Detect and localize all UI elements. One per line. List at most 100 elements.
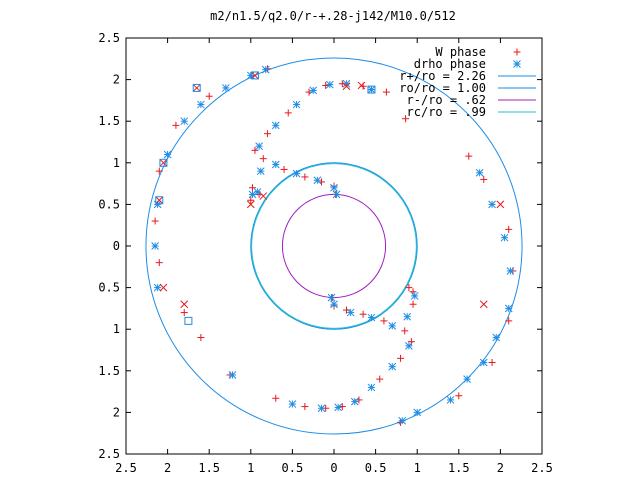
- data-point: [322, 81, 330, 89]
- data-point: [271, 121, 280, 130]
- data-point: [246, 200, 255, 209]
- data-point: [256, 167, 265, 175]
- data-point: [388, 322, 397, 330]
- x-tick-label: 2: [497, 461, 504, 475]
- data-point: [504, 304, 513, 313]
- data-point: [247, 196, 255, 204]
- radius-circle-2: [281, 193, 387, 299]
- data-point: [192, 84, 201, 92]
- data-point: [292, 169, 301, 178]
- data-point: [334, 403, 343, 412]
- data-point: [332, 190, 341, 199]
- legend-label: r+/ro = 2.26: [399, 69, 486, 83]
- data-point: [250, 71, 259, 80]
- legend-marker: [513, 48, 521, 56]
- data-point: [197, 334, 205, 342]
- data-point: [409, 300, 417, 308]
- legend-label: rc/ro = .99: [407, 105, 486, 119]
- y-tick-label: 2.5: [98, 31, 120, 45]
- series-2: [155, 71, 505, 309]
- data-point: [205, 92, 213, 100]
- y-tick-label: 2.5: [98, 447, 120, 461]
- data-point: [221, 84, 230, 92]
- data-point: [151, 242, 159, 250]
- data-point: [313, 176, 322, 185]
- x-tick-label: 1: [247, 461, 254, 475]
- data-point: [401, 327, 409, 335]
- data-point: [367, 383, 376, 392]
- x-tick-label: 0.5: [365, 461, 387, 475]
- data-point: [309, 86, 318, 95]
- data-point: [155, 196, 164, 205]
- data-point: [492, 333, 501, 342]
- data-point: [479, 358, 488, 367]
- data-point: [301, 173, 309, 181]
- data-point: [398, 416, 407, 425]
- data-point: [228, 371, 237, 379]
- radius-circle-1: [250, 162, 418, 330]
- chart-title: m2/n1.5/q2.0/r-+.28-j142/M10.0/512: [210, 9, 456, 23]
- series-0: [151, 65, 517, 426]
- data-point: [338, 403, 346, 411]
- data-point: [367, 85, 376, 94]
- data-point: [376, 375, 384, 383]
- data-point: [505, 225, 513, 233]
- data-point: [479, 300, 488, 309]
- data-point: [261, 65, 270, 74]
- data-point: [327, 293, 336, 302]
- x-tick-label: 2: [164, 461, 171, 475]
- data-point: [259, 155, 267, 163]
- data-point: [505, 317, 513, 325]
- data-point: [197, 100, 205, 109]
- y-tick-label: 0.5: [98, 197, 120, 211]
- data-point: [500, 233, 509, 242]
- legend-label: r-/ro = .62: [407, 93, 486, 107]
- x-tick-label: 0: [330, 461, 337, 475]
- x-tick-label: 1: [414, 461, 421, 475]
- data-point: [155, 196, 164, 205]
- data-point: [271, 160, 280, 169]
- x-tick-label: 1.5: [198, 461, 220, 475]
- data-point: [280, 165, 288, 173]
- data-point: [330, 300, 338, 309]
- data-point: [248, 184, 256, 192]
- data-point: [155, 167, 163, 175]
- data-point: [246, 71, 255, 80]
- data-point: [172, 121, 180, 129]
- data-point: [463, 375, 471, 383]
- data-point: [388, 362, 397, 371]
- x-tick-label: 2.5: [115, 461, 137, 475]
- data-point: [325, 80, 334, 89]
- data-point: [455, 392, 463, 400]
- data-point: [180, 117, 189, 126]
- data-point: [382, 88, 390, 96]
- data-point: [397, 354, 405, 362]
- radius-circle-0: [145, 57, 523, 435]
- x-tick-label: 1.5: [448, 461, 470, 475]
- data-point: [410, 292, 419, 300]
- data-point: [155, 259, 163, 267]
- data-point: [413, 408, 422, 417]
- data-point: [272, 394, 280, 402]
- data-point: [367, 85, 376, 94]
- data-point: [180, 309, 188, 317]
- data-point: [159, 158, 168, 167]
- data-series: [151, 65, 517, 426]
- data-point: [475, 168, 484, 177]
- data-point: [263, 130, 271, 138]
- y-tick-label: 2: [113, 405, 120, 419]
- y-tick-label: 0.5: [98, 281, 120, 295]
- y-tick-label: 1.5: [98, 364, 120, 378]
- y-tick-label: 1: [113, 156, 120, 170]
- data-point: [159, 158, 168, 167]
- data-point: [159, 283, 168, 292]
- data-point: [488, 358, 496, 366]
- data-point: [350, 397, 359, 406]
- data-point: [151, 217, 159, 225]
- data-point: [255, 142, 263, 151]
- data-point: [184, 316, 193, 325]
- data-point: [403, 312, 412, 321]
- data-point: [380, 317, 388, 325]
- legend-label: ro/ro = 1.00: [399, 81, 486, 95]
- data-point: [301, 403, 309, 411]
